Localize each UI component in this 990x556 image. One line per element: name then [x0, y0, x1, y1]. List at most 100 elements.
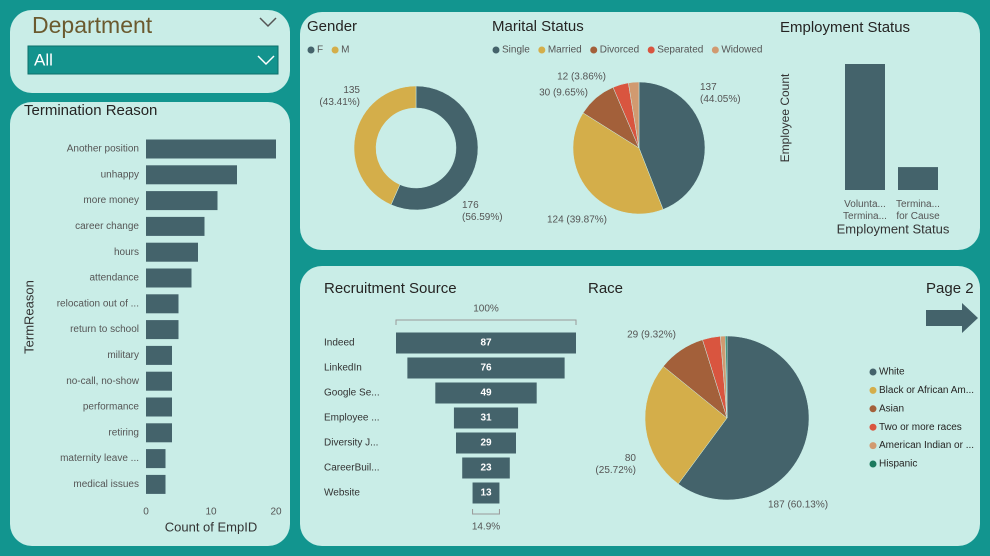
y-tick-label: career change [75, 221, 139, 232]
category-label: Indeed [324, 338, 355, 349]
funnel-bar [472, 482, 500, 504]
funnel-bar [462, 457, 510, 479]
legend-label: Black or African Am... [879, 385, 974, 396]
chart-title: Gender [307, 18, 357, 35]
chart-title: Recruitment Source [324, 280, 457, 297]
top-bracket [395, 319, 577, 325]
legend-marker [869, 442, 877, 450]
x-tick-label: 0 [143, 507, 149, 518]
x-tick-label: Volunta... Termina... [843, 199, 887, 222]
legend-marker [869, 386, 877, 394]
dropdown-arrow[interactable] [257, 55, 275, 66]
bar [146, 268, 192, 288]
data-label: 76 [480, 363, 492, 374]
x-tick-label: Termina... for Cause [896, 199, 940, 222]
category-label: Employee ... [324, 413, 380, 424]
data-label: 29 (9.32%) [627, 330, 676, 341]
legend-marker [331, 46, 339, 54]
legend-label: Hispanic [879, 459, 917, 470]
y-tick-label: military [107, 350, 139, 361]
bottom-label: 14.9% [472, 522, 500, 533]
legend-label: Two or more races [879, 422, 962, 433]
category-label: Google Se... [324, 388, 380, 399]
legend-marker [590, 46, 598, 54]
data-label: 87 [480, 338, 492, 349]
chart-title: Termination Reason [24, 102, 157, 119]
y-axis-title: Employee Count [778, 73, 792, 162]
slicer-collapse[interactable] [259, 17, 277, 28]
dropdown-box[interactable] [27, 45, 279, 75]
legend-marker [869, 423, 877, 431]
y-tick-label: performance [83, 402, 140, 413]
bottom-bracket [472, 509, 500, 515]
bar [146, 423, 172, 443]
legend-label: F [317, 45, 323, 56]
legend-marker [869, 460, 877, 468]
x-tick-label: 20 [270, 507, 282, 518]
slice [725, 335, 728, 419]
x-axis-title: Count of EmpID [165, 519, 258, 534]
data-label: 29 [480, 438, 492, 449]
legend-label: Widowed [721, 45, 762, 56]
slice [572, 112, 664, 215]
slice [677, 335, 810, 501]
chart-title: Marital Status [492, 18, 584, 35]
legend-label: Separated [657, 45, 703, 56]
funnel-bar [396, 332, 576, 354]
bar [146, 320, 179, 340]
bar [146, 216, 205, 236]
slice [390, 85, 479, 211]
data-label: 187 (60.13%) [768, 500, 828, 511]
data-label: 124 (39.87%) [547, 215, 607, 226]
legend-label: Married [548, 45, 582, 56]
legend-marker [538, 46, 546, 54]
data-label: 12 (3.86%) [557, 72, 606, 83]
x-tick-label: 10 [205, 507, 217, 518]
bar [845, 64, 885, 190]
category-label: Website [324, 488, 360, 499]
y-tick-label: relocation out of ... [57, 298, 139, 309]
chart-title: Employment Status [780, 19, 910, 36]
funnel-bar [456, 432, 516, 454]
y-tick-label: more money [83, 195, 139, 206]
legend-label: Single [502, 45, 530, 56]
y-tick-label: attendance [90, 273, 140, 284]
y-tick-label: maternity leave ... [60, 453, 139, 464]
bar [146, 371, 172, 391]
data-label: 13 [480, 488, 492, 499]
data-label: 31 [480, 413, 492, 424]
data-label: 30 (9.65%) [539, 88, 588, 99]
bar [146, 294, 179, 314]
nav-arrow[interactable] [926, 303, 978, 333]
legend-marker [307, 46, 315, 54]
funnel-bar [435, 382, 537, 404]
y-tick-label: unhappy [101, 169, 139, 180]
legend-label: Divorced [600, 45, 639, 56]
bar [146, 139, 276, 159]
y-tick-label: return to school [70, 324, 139, 335]
y-tick-label: hours [114, 247, 139, 258]
bar [146, 242, 198, 262]
data-label: 176 (56.59%) [462, 200, 503, 223]
bar [146, 191, 218, 211]
bar [146, 449, 166, 469]
slice [638, 81, 706, 210]
y-tick-label: Another position [67, 144, 139, 155]
bottom-panel [300, 266, 980, 546]
legend-marker [492, 46, 500, 54]
slicer-title: Department [32, 12, 153, 38]
page-2-button[interactable]: Page 2 [926, 280, 978, 333]
y-axis-title: TermReason [21, 280, 36, 354]
legend-label: American Indian or ... [879, 440, 974, 451]
bar [146, 165, 237, 185]
bar [146, 345, 172, 365]
data-label: 80 (25.72%) [595, 453, 636, 476]
nav-label[interactable]: Page 2 [926, 280, 974, 297]
x-axis-title: Employment Status [837, 221, 950, 236]
dropdown-value[interactable]: All [34, 50, 53, 69]
category-label: CareerBuil... [324, 463, 380, 474]
slicer-dropdown[interactable]: All [27, 45, 279, 75]
legend-label: M [341, 45, 349, 56]
